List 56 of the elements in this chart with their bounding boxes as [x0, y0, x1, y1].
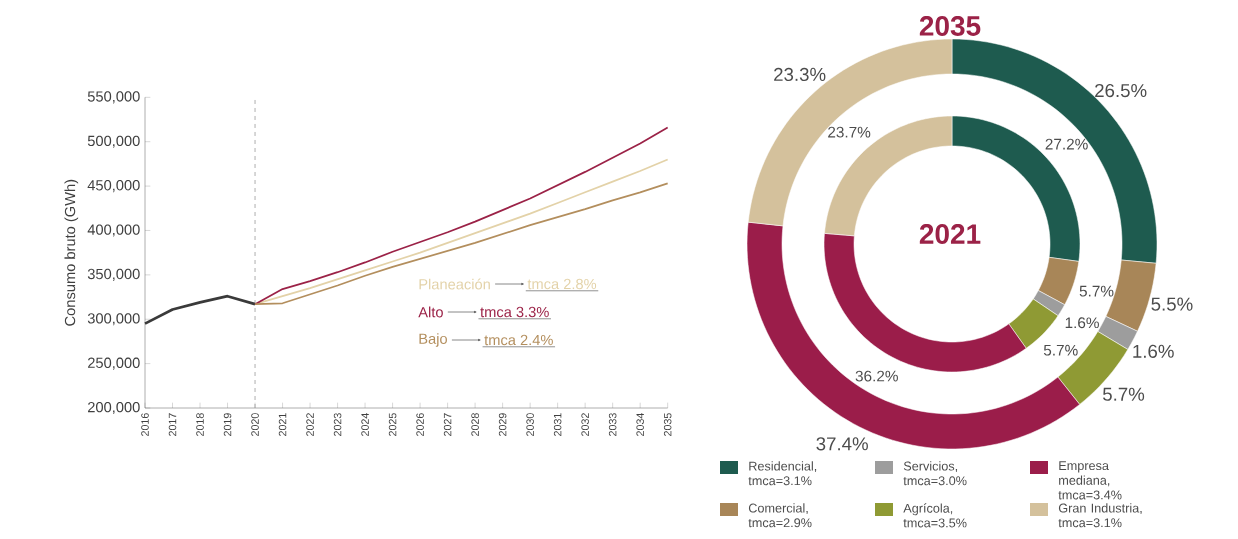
line-series [143, 294, 257, 326]
legend-label: Empresa mediana, tmca=3.4% [1058, 461, 1122, 500]
slice-label: 2035 [919, 16, 981, 36]
x-tick-label: 2031 [553, 413, 562, 436]
series-label: Planeación [419, 278, 490, 290]
y-axis-title: Consumo bruto (GWh) [64, 179, 79, 326]
y-tick-label: 350,000 [87, 268, 140, 281]
data-label: 36.2% [855, 370, 898, 382]
x-tick-label: 2027 [443, 413, 452, 436]
data-label: 5.7% [1043, 344, 1078, 356]
x-tick-label: 2029 [498, 413, 507, 436]
annotation: tmca 3.3% [480, 306, 549, 318]
x-tick-label: 2020 [251, 413, 259, 436]
data-label: 1.6% [1133, 344, 1174, 358]
text: Bajo [419, 333, 447, 347]
data-label: 23.3% [774, 67, 826, 82]
legend-label: Agrícola, tmca=3.5% [903, 503, 967, 528]
y-tick-label: 200,000 [88, 401, 140, 415]
x-tick-label: 2021 [278, 413, 287, 436]
x-tick-label: 2035 [663, 413, 672, 436]
legend-label: Residencial, tmca=3.1% [748, 461, 817, 486]
x-tick-label: 2016 [141, 413, 149, 436]
text: Alto [418, 306, 443, 318]
x-tick-label: 2018 [196, 413, 204, 436]
data-label: 5.7% [1079, 285, 1114, 297]
data-label: 1.6% [1065, 317, 1099, 329]
y-tick-label: 400,000 [87, 224, 140, 237]
annotation: tmca 2.8% [527, 278, 597, 290]
x-tick-label: 2030 [526, 413, 534, 436]
x-tick-label: 2024 [361, 413, 369, 436]
x-tick-label: 2026 [416, 413, 424, 436]
y-tick-label: 550,000 [87, 91, 140, 104]
y-tick-label: 450,000 [87, 180, 140, 193]
data-label: 5.7% [1103, 387, 1145, 401]
x-tick-label: 2017 [168, 413, 177, 436]
x-tick-label: 2034 [636, 413, 644, 436]
x-tick-label: 2033 [608, 413, 617, 436]
data-label: 27.2% [1045, 138, 1088, 150]
annotation: tmca 2.4% [484, 334, 553, 346]
y-tick-label: 300,000 [87, 313, 140, 326]
y-tick-label: 250,000 [88, 357, 140, 370]
data-label: 37.4% [816, 437, 868, 451]
x-tick-label: 2028 [471, 413, 479, 436]
y-tick-label: 500,000 [87, 135, 140, 148]
x-tick-label: 2032 [581, 413, 589, 436]
x-tick-label: 2025 [388, 413, 397, 436]
legend-label: Servicios, tmca=3.0% [903, 461, 967, 486]
data-label: 26.5% [1095, 83, 1147, 98]
data-label: 5.5% [1151, 297, 1193, 311]
x-tick-label: 2019 [223, 413, 232, 436]
slice-label: 2021 [919, 224, 981, 244]
x-tick-label: 2022 [306, 413, 314, 436]
legend-label: Gran Industria, tmca=3.1% [1058, 503, 1142, 528]
data-label: 23.7% [828, 126, 871, 138]
legend-label: Comercial, tmca=2.9% [748, 503, 812, 528]
x-tick-label: 2023 [333, 413, 342, 436]
